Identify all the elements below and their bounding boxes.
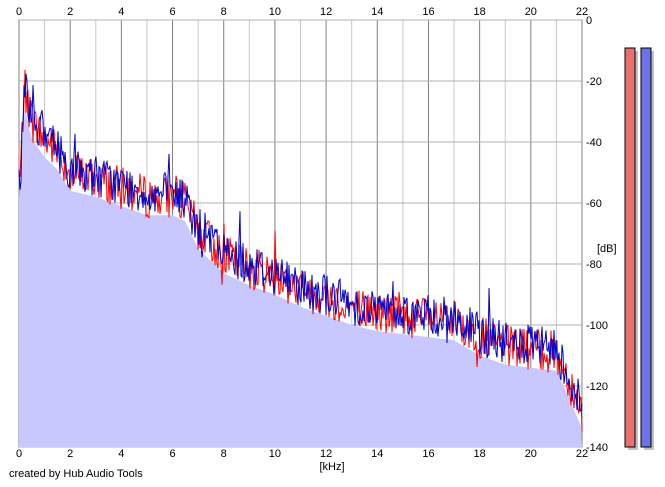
x-tick-bottom-6: 12 xyxy=(320,448,332,460)
x-tick-top-6: 12 xyxy=(320,6,332,18)
x-tick-bottom-10: 20 xyxy=(525,448,537,460)
x-tick-bottom-4: 8 xyxy=(221,448,227,460)
x-tick-bottom-5: 10 xyxy=(269,448,281,460)
x-tick-top-10: 20 xyxy=(525,6,537,18)
x-tick-bottom-8: 16 xyxy=(422,448,434,460)
x-tick-top-4: 8 xyxy=(221,6,227,18)
x-tick-bottom-3: 6 xyxy=(169,448,175,460)
y-axis-label: [dB] xyxy=(597,243,617,255)
y-tick-1: -20 xyxy=(586,76,602,88)
x-tick-bottom-1: 2 xyxy=(67,448,73,460)
x-tick-top-2: 4 xyxy=(118,6,124,18)
x-axis-label: [kHz] xyxy=(319,461,344,473)
x-tick-top-3: 6 xyxy=(169,6,175,18)
x-tick-bottom-0: 0 xyxy=(16,448,22,460)
x-tick-top-7: 14 xyxy=(371,6,383,18)
y-tick-3: -60 xyxy=(586,198,602,210)
series-line-1 xyxy=(18,73,583,413)
level-meters xyxy=(624,47,654,450)
x-tick-bottom-9: 18 xyxy=(474,448,486,460)
level-meter-0 xyxy=(624,47,636,448)
level-meter-1 xyxy=(640,47,652,448)
y-tick-5: -100 xyxy=(586,320,608,332)
x-tick-bottom-11: 22 xyxy=(576,448,588,460)
y-tick-2: -40 xyxy=(586,137,602,149)
y-tick-7: -140 xyxy=(586,442,608,454)
spectrum-fill-area xyxy=(19,109,582,448)
x-tick-top-11: 22 xyxy=(576,6,588,18)
y-tick-0: 0 xyxy=(586,15,592,27)
x-tick-bottom-2: 4 xyxy=(118,448,124,460)
x-tick-bottom-7: 14 xyxy=(371,448,383,460)
y-tick-6: -120 xyxy=(586,381,608,393)
tick-labels: 002244668810101212141416161818202022220-… xyxy=(16,6,608,460)
credit-text: created by Hub Audio Tools xyxy=(9,468,143,480)
x-tick-top-8: 16 xyxy=(422,6,434,18)
x-tick-top-1: 2 xyxy=(67,6,73,18)
y-tick-4: -80 xyxy=(586,259,602,271)
x-tick-top-0: 0 xyxy=(16,6,22,18)
series-group xyxy=(18,69,583,432)
x-tick-top-5: 10 xyxy=(269,6,281,18)
x-tick-top-9: 18 xyxy=(474,6,486,18)
